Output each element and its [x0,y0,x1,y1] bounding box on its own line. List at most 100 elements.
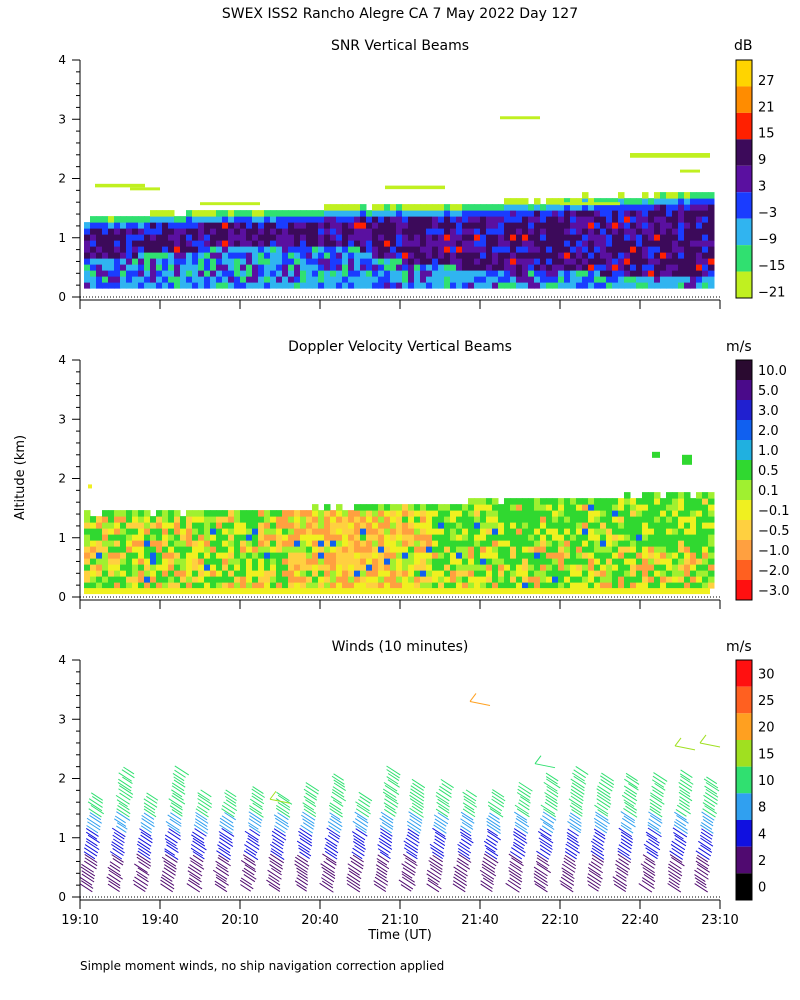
x-tick-label: 21:40 [461,913,498,928]
wind-profile [398,778,426,892]
colorbar-label: 8 [758,801,766,816]
x-tick-label: 22:10 [541,913,578,928]
colorbar-swatch [736,793,752,820]
y-tick-label: 2 [58,472,66,486]
wind-profile [106,766,135,893]
colorbar-label: 9 [758,153,766,168]
snr-upper-echo [385,185,445,190]
colorbar-swatch [736,165,752,193]
wind-barb-upper [534,755,542,764]
colorbar-swatch [736,139,752,166]
colorbar-swatch [736,500,752,520]
colorbar-unit-winds: m/s [726,639,752,655]
wind-profile [319,773,347,893]
colorbar-swatch [736,520,752,540]
colorbar-label: −3 [758,206,777,221]
snr-upper-echo [680,169,700,173]
colorbar-swatch [736,580,752,600]
wind-profile [373,765,401,892]
y-tick-label: 4 [58,653,66,667]
y-tick-label: 0 [58,890,66,904]
heatmap-field-0 [84,192,715,289]
doppler-upper-echo [88,484,92,489]
colorbar-swatch [736,440,752,460]
y-tick-label: 0 [58,290,66,304]
y-tick-label: 4 [58,53,66,67]
snr-upper-echo [130,187,160,191]
colorbar-label: −15 [758,259,785,274]
y-tick-label: 1 [58,531,66,545]
colorbar-label: 2 [758,854,766,869]
colorbar-label: 15 [758,127,775,142]
colorbar-label: 10.0 [758,364,787,379]
colorbar-swatch [736,660,752,687]
colorbar-label: 21 [758,100,775,115]
wind-barb-upper [534,763,556,769]
x-tick-label: 22:40 [621,913,658,928]
colorbar-label: 3.0 [758,404,779,419]
colorbar-label: 30 [758,667,775,682]
colorbar-swatch [736,360,752,380]
wind-barb-upper [699,742,721,748]
colorbar-swatch [736,112,752,140]
colorbar-label: 0.1 [758,484,779,499]
wind-profile [186,789,213,893]
doppler-upper-echo [652,451,660,458]
snr-upper-echo [630,153,710,158]
colorbar-swatch [736,420,752,440]
wind-barb-upper [469,700,491,706]
colorbar-label: −3.0 [758,584,790,599]
colorbar-label: −1.0 [758,544,790,559]
wind-profile [346,791,373,893]
colorbar-swatch [736,713,752,740]
y-tick-label: 1 [58,831,66,845]
wind-profile [612,772,640,892]
colorbar-swatch [736,380,752,400]
wind-profile [638,772,668,893]
colorbar-swatch [736,86,752,113]
wind-profile [426,778,454,893]
colorbar-label: −0.1 [758,504,790,519]
colorbar-swatch [736,686,752,714]
doppler-upper-echo [682,454,692,465]
x-tick-label: 19:40 [141,913,178,928]
colorbar-unit-snr: dB [734,38,753,54]
wind-profile [294,782,320,892]
colorbar-label: 1.0 [758,444,779,459]
x-axis-label: Time (UT) [368,928,432,943]
colorbar-swatch [736,218,752,246]
wind-profile [452,789,478,893]
y-tick-label: 3 [58,412,66,426]
wind-profile [79,792,105,893]
y-tick-label: 3 [58,712,66,726]
y-axis-label: Altitude (km) [13,434,29,521]
wind-profile [505,781,533,893]
x-tick-label: 23:10 [701,913,738,928]
colorbar-swatch [736,60,752,87]
doppler-ground-layer [84,588,710,595]
wind-profile [533,772,561,893]
wind-barb-upper [269,790,277,800]
wind-profile [239,786,265,892]
colorbar-label: 25 [758,694,775,709]
colorbar-unit-doppler: m/s [726,339,752,355]
colorbar-swatch [736,560,752,580]
colorbar-label: −0.5 [758,524,790,539]
colorbar-swatch [736,400,752,420]
x-tick-label: 20:40 [301,913,338,928]
colorbar-label: 0.5 [758,464,779,479]
y-tick-label: 1 [58,231,66,245]
y-tick-label: 0 [58,590,66,604]
x-tick-label: 21:10 [381,913,418,928]
panel-title-winds: Winds (10 minutes) [331,639,469,655]
wind-profile [586,772,615,892]
colorbar-swatch [736,740,752,767]
y-tick-label: 2 [58,772,66,786]
colorbar-label: 3 [758,180,766,195]
colorbar-swatch [736,480,752,500]
wind-barb-upper [674,737,682,747]
colorbar-label: −2.0 [758,564,790,579]
snr-upper-echo [500,116,540,120]
colorbar-label: 15 [758,747,775,762]
